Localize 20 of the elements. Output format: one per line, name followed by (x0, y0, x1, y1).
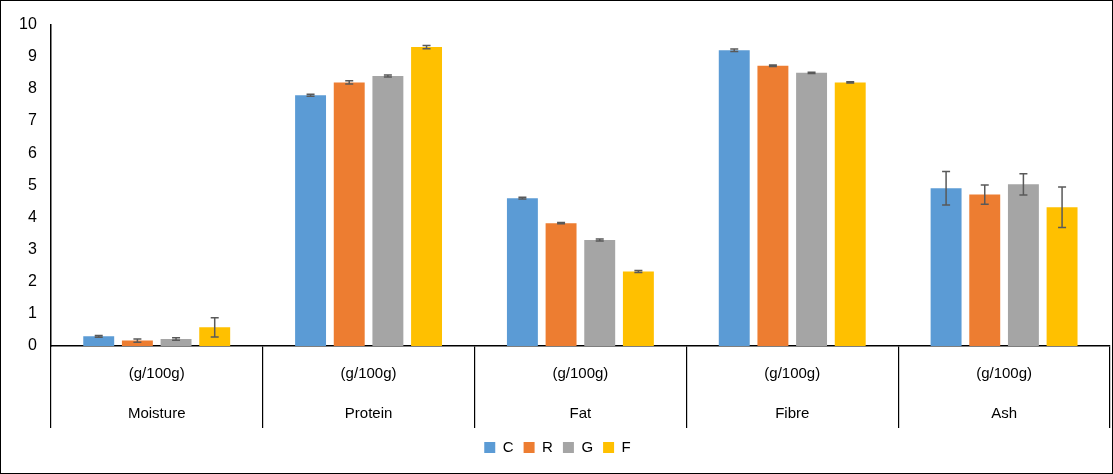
legend-label: F (621, 437, 631, 455)
y-tick-label: 7 (27, 111, 37, 129)
category-label: (g/100g) Protein (340, 364, 397, 422)
y-tick-label: 1 (27, 304, 37, 322)
y-tick-label: 0 (27, 336, 37, 354)
category-label: (g/100g) Moisture (127, 364, 186, 422)
y-tick-label: 2 (27, 272, 37, 290)
legend-label: R (542, 437, 554, 455)
y-tick-label: 4 (27, 207, 37, 225)
category-label: (g/100g) Fat (552, 364, 609, 422)
y-tick-label: 3 (27, 239, 37, 257)
y-tick-label: 9 (27, 47, 37, 65)
legend-label: C (502, 437, 514, 455)
category-label: (g/100g) Fibre (764, 364, 821, 422)
y-tick-label: 10 (19, 15, 37, 33)
y-tick-label: 5 (27, 175, 37, 193)
legend-label: G (581, 437, 594, 455)
y-tick-label: 6 (27, 143, 37, 161)
y-tick-label: 8 (27, 79, 37, 97)
category-label: (g/100g) Ash (976, 364, 1033, 422)
